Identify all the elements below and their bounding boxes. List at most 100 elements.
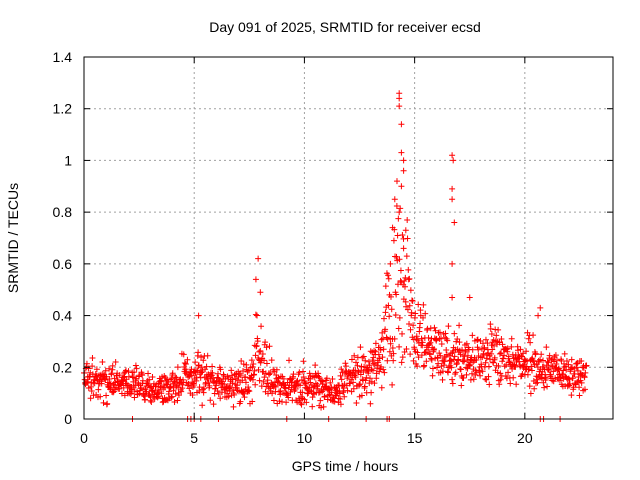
data-point xyxy=(530,358,537,365)
data-point xyxy=(451,330,458,337)
data-point xyxy=(517,363,524,370)
data-point xyxy=(440,362,447,369)
data-point xyxy=(374,362,381,369)
data-point xyxy=(548,357,555,364)
data-point xyxy=(133,365,140,372)
grid-lines xyxy=(84,57,613,419)
data-point xyxy=(479,368,486,375)
data-point xyxy=(445,323,452,330)
y-tick-label: 0.8 xyxy=(53,204,73,220)
data-point xyxy=(384,357,391,364)
data-point xyxy=(527,339,534,346)
data-point xyxy=(290,371,297,378)
data-point xyxy=(209,363,216,370)
data-point xyxy=(492,337,499,344)
data-point xyxy=(196,384,203,391)
data-point xyxy=(463,340,470,347)
y-tick-label: 1 xyxy=(64,152,72,168)
data-point xyxy=(565,361,572,368)
data-point xyxy=(371,347,378,354)
data-point xyxy=(171,378,178,385)
data-point xyxy=(437,352,444,359)
data-point xyxy=(146,392,153,399)
data-point xyxy=(256,377,263,384)
data-point xyxy=(209,370,216,377)
data-point xyxy=(175,384,182,391)
data-point xyxy=(404,235,411,242)
data-point xyxy=(242,379,249,386)
data-point xyxy=(138,384,145,391)
data-point xyxy=(375,351,382,358)
data-point xyxy=(389,344,396,351)
data-point xyxy=(486,381,493,388)
data-point xyxy=(107,380,114,387)
data-point xyxy=(292,386,299,393)
data-point xyxy=(368,366,375,373)
data-point xyxy=(411,346,418,353)
data-point xyxy=(381,369,388,376)
data-point xyxy=(116,372,123,379)
data-point xyxy=(496,381,503,388)
data-point xyxy=(367,400,374,407)
data-point xyxy=(327,391,334,398)
data-point xyxy=(89,363,96,370)
data-point xyxy=(451,219,458,226)
data-point xyxy=(239,377,246,384)
data-point xyxy=(544,358,551,365)
data-point xyxy=(143,388,150,395)
data-point xyxy=(508,343,515,350)
data-point xyxy=(180,351,187,358)
data-point xyxy=(455,356,462,363)
plot-frame xyxy=(83,56,614,420)
data-point xyxy=(269,390,276,397)
data-point xyxy=(529,357,536,364)
data-point xyxy=(408,297,415,304)
data-point xyxy=(449,294,456,301)
data-point xyxy=(414,337,421,344)
data-point xyxy=(132,362,139,369)
data-point xyxy=(385,272,392,279)
data-point xyxy=(329,375,336,382)
data-point xyxy=(403,346,410,353)
data-point xyxy=(97,393,104,400)
data-point xyxy=(571,370,578,377)
data-point xyxy=(390,350,397,357)
axis-ticks xyxy=(83,56,613,420)
data-point xyxy=(89,354,96,361)
data-point xyxy=(251,367,258,374)
data-point xyxy=(400,167,407,174)
data-point xyxy=(300,373,307,380)
data-point xyxy=(178,388,185,395)
data-point xyxy=(477,372,484,379)
data-point xyxy=(431,346,438,352)
data-point xyxy=(166,388,173,395)
data-point xyxy=(566,380,573,387)
data-point xyxy=(102,367,109,374)
data-point xyxy=(517,346,524,353)
data-point xyxy=(488,342,495,349)
data-point xyxy=(513,381,520,388)
data-point xyxy=(457,366,464,373)
data-point xyxy=(413,333,420,340)
data-point xyxy=(179,381,186,388)
data-point xyxy=(268,357,275,364)
data-point xyxy=(338,366,345,373)
data-point xyxy=(436,329,443,336)
data-point xyxy=(276,388,283,395)
data-point xyxy=(582,369,589,376)
data-point xyxy=(429,365,436,372)
data-point xyxy=(198,369,205,376)
data-point xyxy=(147,397,154,404)
data-point xyxy=(125,368,132,375)
data-point xyxy=(449,260,456,267)
data-point xyxy=(259,351,266,358)
data-point xyxy=(456,322,463,329)
data-point xyxy=(519,371,526,377)
data-point xyxy=(184,356,191,363)
data-point xyxy=(128,390,135,397)
data-point xyxy=(461,353,468,360)
data-point xyxy=(550,368,557,375)
data-point xyxy=(574,379,581,386)
data-point xyxy=(288,379,295,386)
